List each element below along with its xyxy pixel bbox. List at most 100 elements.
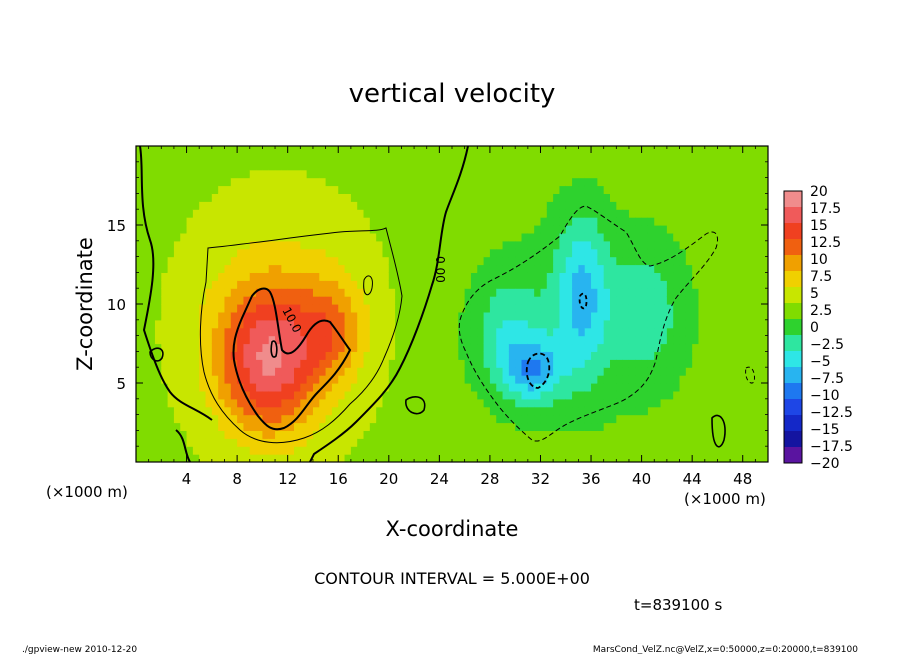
heatmap-cell [445, 217, 453, 226]
heatmap-cell [546, 177, 554, 187]
heatmap-cell [489, 264, 497, 273]
heatmap-cell [553, 383, 561, 392]
heatmap-cell [294, 288, 301, 297]
heatmap-cell [508, 240, 516, 250]
heatmap-cell [610, 296, 617, 305]
heatmap-cell [281, 232, 289, 242]
heatmap-cell [161, 446, 169, 455]
heatmap-cell [616, 406, 624, 416]
heatmap-cell [515, 146, 523, 155]
heatmap-cell [458, 398, 466, 408]
heatmap-cell [477, 343, 485, 352]
heatmap-cell [502, 343, 510, 352]
heatmap-cell [154, 217, 162, 226]
heatmap-cell [458, 264, 466, 273]
heatmap-cell [527, 217, 535, 226]
heatmap-cell [489, 304, 497, 313]
heatmap-cell [660, 256, 668, 266]
heatmap-cell [597, 446, 605, 455]
heatmap-cell [749, 209, 756, 218]
heatmap-cell [597, 193, 605, 202]
heatmap-cell [369, 446, 377, 455]
heatmap-cell [736, 367, 744, 376]
heatmap-cell [723, 422, 731, 431]
heatmap-cell [136, 422, 143, 431]
heatmap-cell [376, 311, 384, 321]
heatmap-cell [502, 169, 510, 179]
heatmap-cell [287, 209, 295, 218]
heatmap-cell [761, 201, 768, 210]
heatmap-cell [591, 232, 598, 242]
heatmap-cell [749, 375, 756, 384]
heatmap-cell [477, 225, 485, 234]
heatmap-cell [167, 193, 175, 202]
heatmap-cell [654, 256, 662, 266]
heatmap-cell [357, 201, 365, 210]
heatmap-cell [388, 304, 396, 313]
heatmap-cell [249, 422, 257, 431]
heatmap-cell [167, 256, 175, 266]
heatmap-cell [148, 153, 156, 163]
heatmap-cell [249, 264, 257, 273]
heatmap-cell [388, 430, 396, 439]
heatmap-cell [218, 248, 226, 258]
heatmap-cell [420, 422, 428, 431]
heatmap-cell [666, 232, 674, 242]
heatmap-cell [546, 422, 554, 431]
heatmap-cell [761, 359, 768, 368]
heatmap-cell [268, 414, 276, 424]
heatmap-cell [433, 240, 440, 250]
heatmap-cell [591, 225, 598, 234]
heatmap-cell [154, 327, 162, 337]
heatmap-cell [439, 359, 447, 368]
heatmap-cell [502, 240, 510, 250]
heatmap-cell [414, 311, 421, 321]
heatmap-cell [673, 359, 681, 368]
heatmap-cell [407, 264, 415, 273]
heatmap-cell [749, 169, 756, 179]
heatmap-cell [508, 185, 516, 194]
heatmap-cell [591, 319, 598, 329]
heatmap-cell [572, 398, 579, 408]
heatmap-cell [610, 390, 617, 400]
heatmap-cell [281, 209, 289, 218]
heatmap-cell [243, 177, 251, 187]
heatmap-cell [458, 232, 466, 242]
heatmap-cell [154, 422, 162, 431]
heatmap-cell [167, 375, 175, 384]
heatmap-cell [470, 264, 478, 273]
heatmap-cell [521, 209, 529, 218]
heatmap-cell [256, 217, 263, 226]
heatmap-cell [730, 225, 737, 234]
heatmap-cell [161, 327, 169, 337]
heatmap-cell [388, 217, 396, 226]
heatmap-cell [382, 335, 390, 345]
heatmap-cell [654, 398, 662, 408]
heatmap-cell [711, 319, 719, 329]
heatmap-cell [553, 319, 561, 329]
heatmap-cell [369, 264, 377, 273]
heatmap-cell [325, 240, 333, 250]
heatmap-cell [597, 422, 605, 431]
heatmap-cell [483, 217, 491, 226]
heatmap-cell [256, 430, 263, 439]
heatmap-cell [281, 311, 289, 321]
heatmap-cell [610, 438, 617, 447]
heatmap-cell [237, 248, 245, 258]
heatmap-cell [148, 359, 156, 368]
heatmap-cell [749, 454, 756, 462]
heatmap-cell [546, 209, 554, 218]
heatmap-cell [628, 438, 636, 447]
heatmap-cell [294, 335, 301, 345]
heatmap-cell [148, 454, 156, 462]
heatmap-cell [679, 209, 687, 218]
heatmap-cell [483, 185, 491, 194]
heatmap-cell [673, 422, 681, 431]
heatmap-cell [641, 438, 649, 447]
heatmap-cell [666, 264, 674, 273]
heatmap-cell [199, 383, 207, 392]
heatmap-cell [749, 201, 756, 210]
heatmap-cell [312, 414, 320, 424]
heatmap-cell [154, 232, 162, 242]
heatmap-cell [470, 296, 478, 305]
